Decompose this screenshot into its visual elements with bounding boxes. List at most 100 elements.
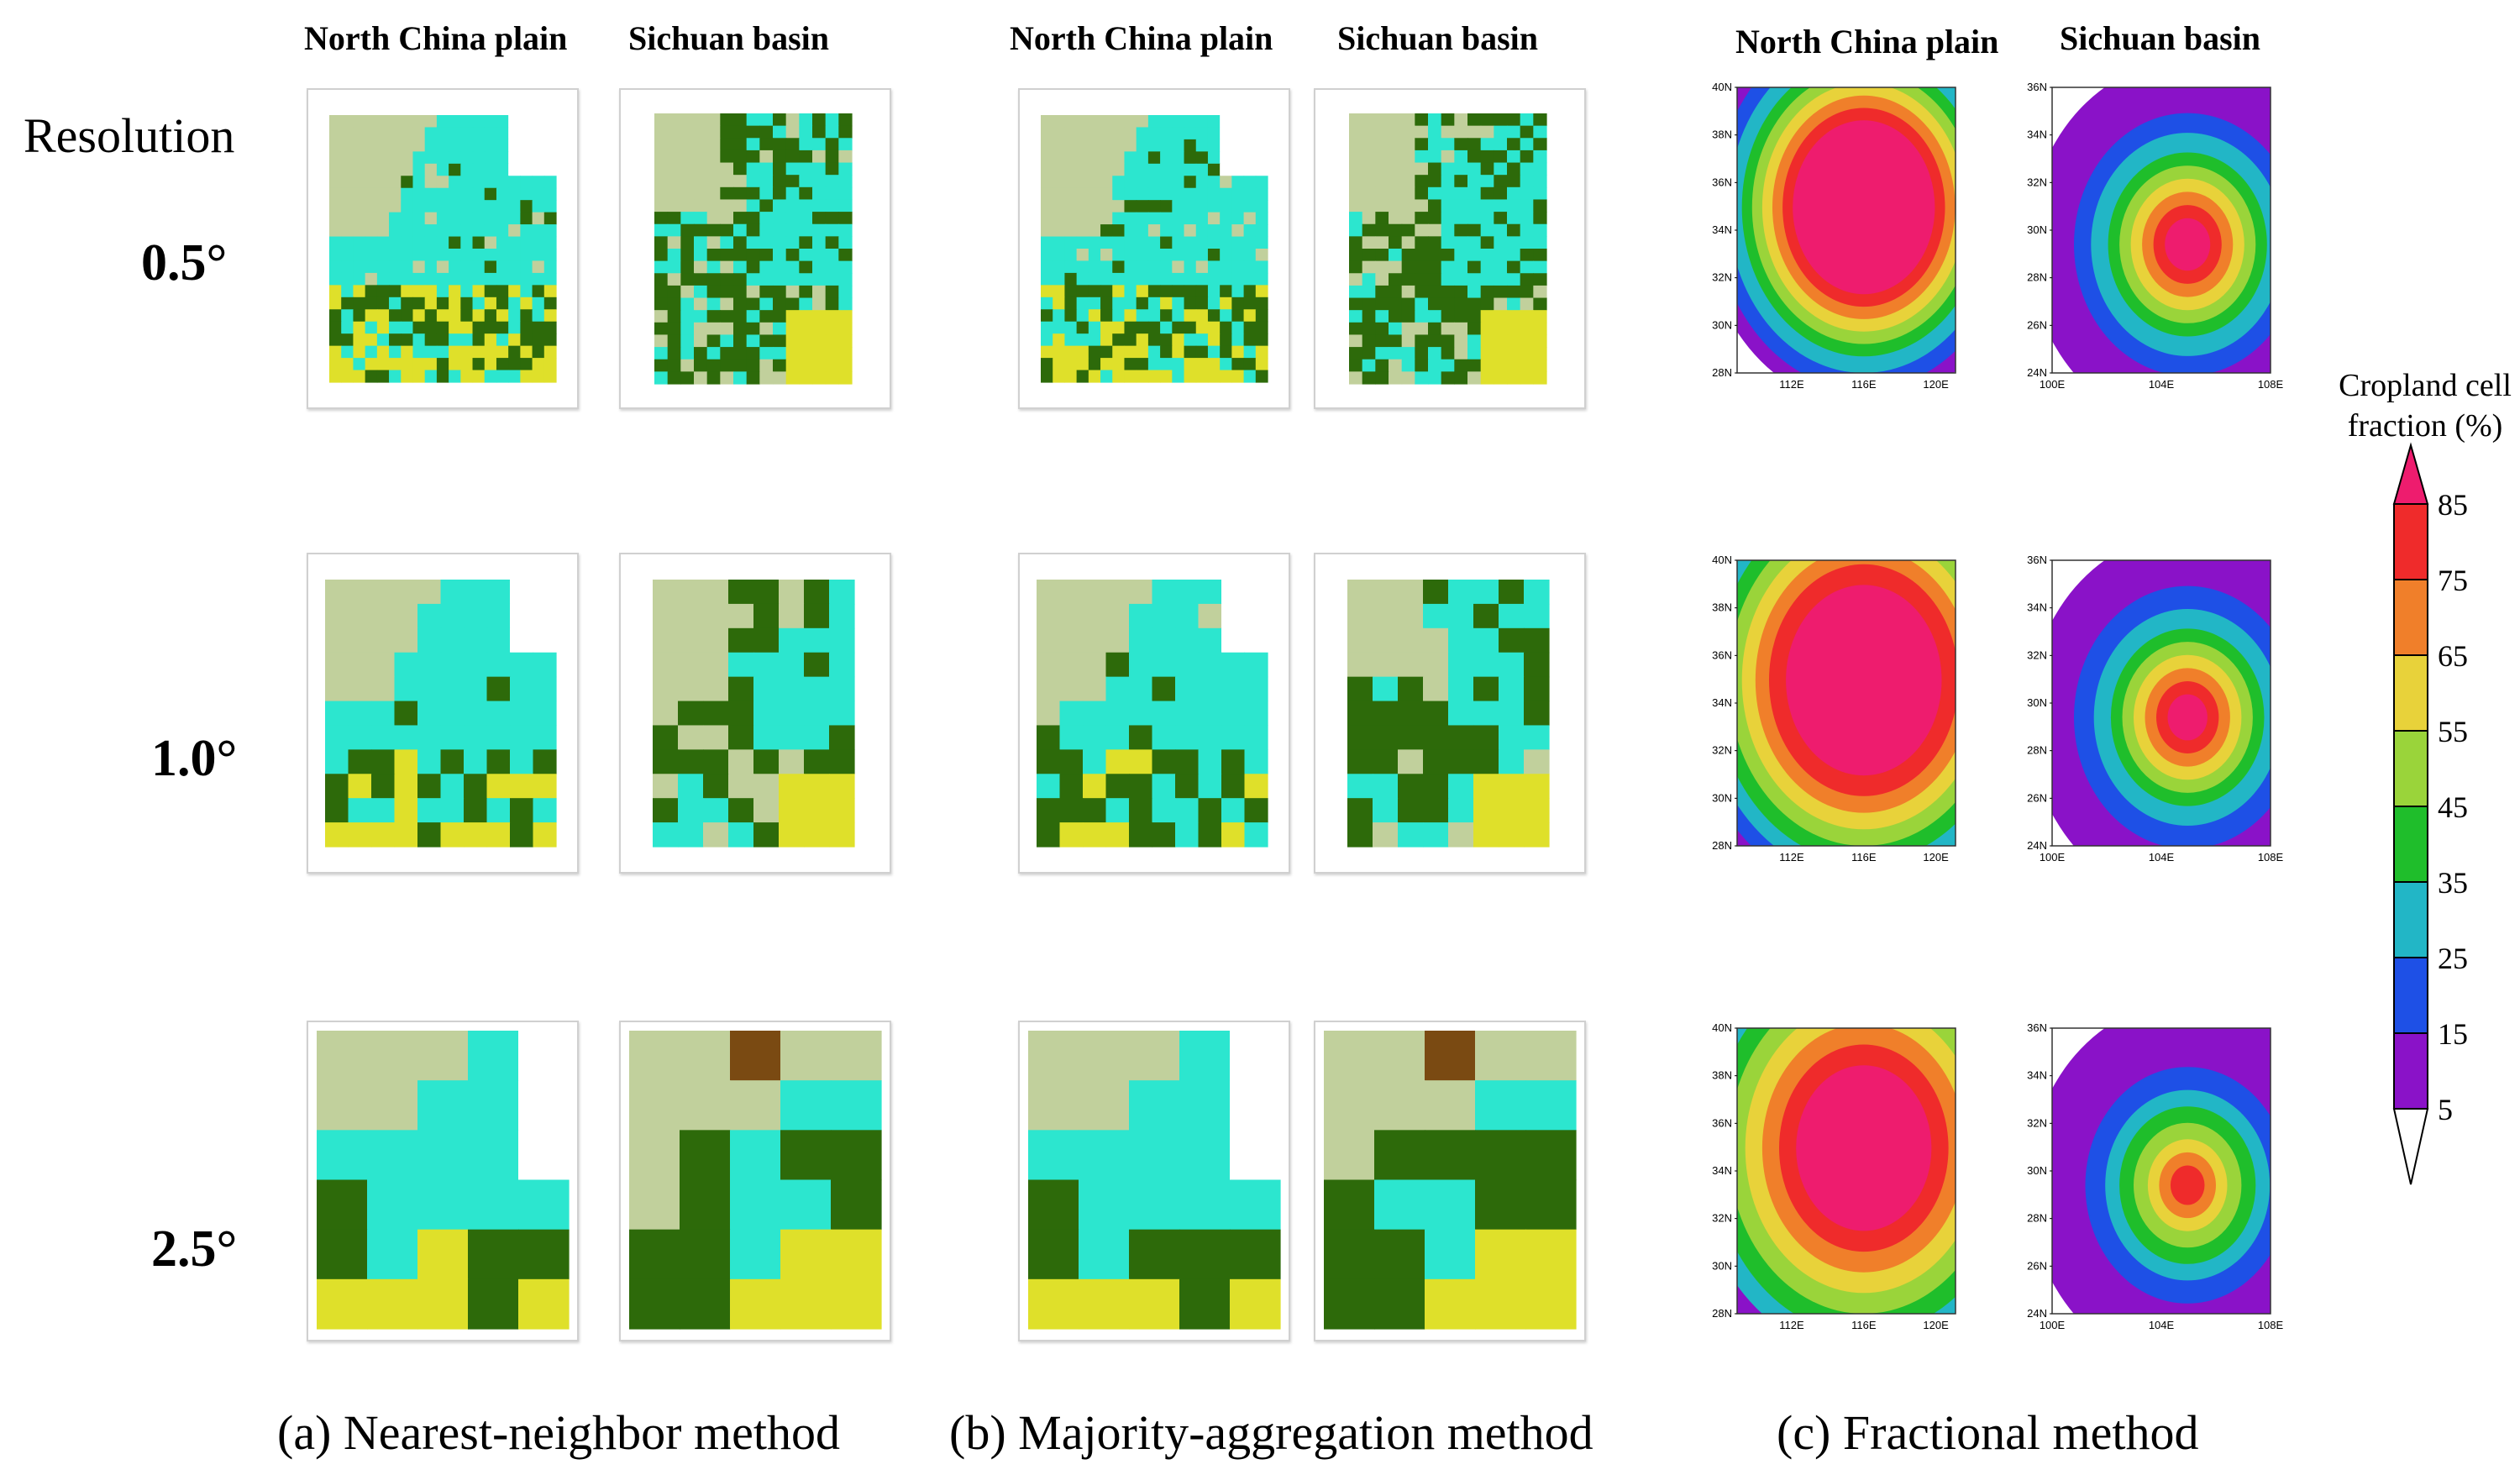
landcover-cell	[831, 1179, 882, 1231]
colorbar-segment	[2393, 730, 2428, 807]
landcover-cell	[1475, 1179, 1526, 1231]
landcover-cell	[1230, 1080, 1281, 1131]
landcover-cell	[720, 334, 734, 348]
landcover-cell	[1243, 272, 1257, 286]
landcover-cell	[412, 115, 426, 129]
landcover-cell	[1100, 297, 1113, 310]
landcover-cell	[510, 798, 534, 823]
landcover-cell	[401, 321, 414, 334]
landcover-cell	[412, 333, 426, 347]
landcover-cell	[329, 139, 342, 152]
landcover-cell	[1231, 139, 1245, 152]
landcover-cell	[1415, 125, 1429, 139]
landcover-cell	[496, 127, 509, 140]
landcover-cell	[341, 236, 354, 249]
landcover-cell	[436, 139, 449, 152]
landcover-cell	[680, 1031, 731, 1081]
landcover-cell	[1475, 1229, 1526, 1280]
landcover-cell	[1112, 212, 1126, 225]
landcover-cell	[1231, 309, 1245, 323]
landcover-cell	[353, 200, 366, 213]
landcover-cell	[1059, 749, 1084, 774]
landcover-cell	[1347, 676, 1373, 702]
landcover-cell	[1053, 187, 1066, 201]
landcover-cell	[486, 652, 511, 678]
landcover-cell	[759, 162, 774, 176]
landcover-cell	[653, 798, 679, 823]
landcover-cell	[353, 224, 366, 238]
landcover-cell	[508, 272, 521, 286]
landcover-cell	[389, 151, 402, 165]
landcover-cell	[1373, 627, 1399, 654]
landcover-cell	[1448, 580, 1474, 605]
landcover-cell	[417, 1278, 469, 1330]
landcover-cell	[825, 322, 839, 336]
landcover-cell	[1428, 310, 1442, 323]
landcover-cell	[1083, 580, 1107, 605]
landcover-cell	[1520, 212, 1534, 225]
landcover-cell	[838, 125, 853, 139]
landcover-cell	[1221, 603, 1246, 629]
landcover-cell	[667, 322, 681, 336]
landcover-cell	[1362, 249, 1376, 262]
landcover-cell	[799, 223, 813, 237]
landcover-cell	[1533, 297, 1547, 311]
landcover-cell	[417, 603, 442, 629]
landcover-cell	[1195, 176, 1209, 189]
landcover-cell	[353, 163, 366, 176]
landcover-cell	[1448, 627, 1474, 654]
landcover-cell	[1389, 371, 1403, 385]
landcover-cell	[1207, 249, 1221, 262]
landcover-cell	[1124, 212, 1137, 225]
landcover-cell	[1129, 603, 1153, 629]
landcover-cell	[753, 676, 780, 702]
landcover-cell	[508, 163, 521, 176]
landcover-cell	[654, 322, 669, 336]
landcover-cell	[417, 1179, 469, 1231]
landcover-cell	[1041, 309, 1053, 323]
landcover-cell	[1230, 1179, 1281, 1231]
landcover-cell	[394, 676, 418, 702]
landcover-cell	[1533, 175, 1547, 188]
landcover-cell	[417, 749, 442, 774]
landcover-cell	[472, 127, 486, 140]
landcover-cell	[785, 322, 800, 336]
landcover-cell	[365, 127, 378, 140]
landcover-cell	[838, 113, 853, 127]
landcover-cell	[520, 236, 533, 249]
landcover-cell	[1105, 725, 1130, 750]
landcover-cell	[341, 297, 354, 310]
landcover-cell	[424, 272, 438, 286]
landcover-cell	[1423, 603, 1449, 629]
landcover-cell	[759, 334, 774, 348]
landcover-cell	[1041, 139, 1053, 152]
landcover-cell	[759, 223, 774, 237]
landcover-cell	[460, 139, 474, 152]
landcover-cell	[460, 249, 474, 262]
landcover-cell	[1076, 176, 1089, 189]
landcover-cell	[1499, 701, 1525, 727]
landcover-cell	[1389, 310, 1403, 323]
landcover-cell	[1160, 187, 1173, 201]
landcover-cell	[1533, 138, 1547, 151]
landcover-cell	[353, 321, 366, 334]
landcover-cell	[629, 1229, 680, 1280]
landcover-cell	[1041, 151, 1053, 165]
landcover-cell	[472, 176, 486, 189]
landcover-cell	[680, 285, 695, 299]
landcover-cell	[1152, 822, 1176, 848]
landcover-cell	[1347, 774, 1373, 799]
landcover-cell	[436, 224, 449, 238]
resolution-label-05: 0.5°	[141, 234, 228, 291]
landcover-cell	[667, 223, 681, 237]
landcover-cell	[1448, 798, 1474, 823]
landcover-cell	[484, 272, 497, 286]
landcover-cell	[1347, 822, 1373, 848]
landcover-cell	[436, 370, 449, 383]
landcover-cell	[1255, 345, 1268, 359]
landcover-cell	[1423, 798, 1449, 823]
landcover-cell	[1198, 627, 1222, 654]
landcover-cell	[365, 187, 378, 201]
landcover-cell	[1088, 297, 1101, 310]
landcover-cell	[1389, 347, 1403, 360]
